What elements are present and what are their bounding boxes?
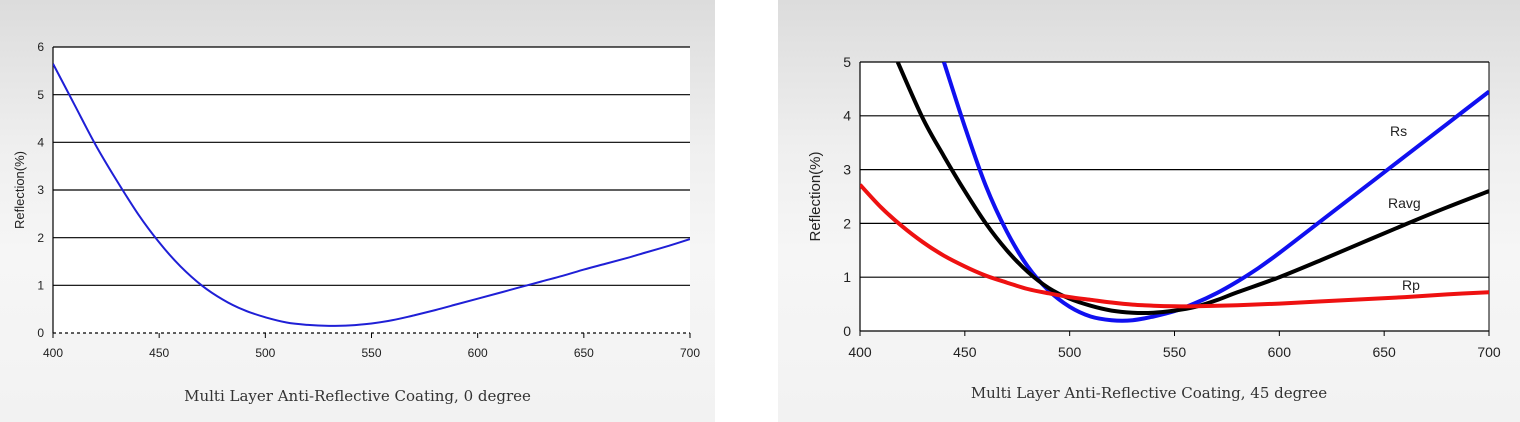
x-tick-label: 500 bbox=[1058, 344, 1082, 360]
y-tick-label: 2 bbox=[843, 215, 851, 231]
series-label-rp: Rp bbox=[1402, 277, 1420, 293]
chart-caption-45-degree: Multi Layer Anti-Reflective Coating, 45 … bbox=[970, 384, 1328, 402]
y-axis-label: Reflection(%) bbox=[807, 151, 824, 241]
series-line-r bbox=[53, 63, 690, 327]
x-tick-label: 600 bbox=[468, 346, 488, 360]
chart-panel-45-degree: 0 1 2 3 4 5 400 450 500 550 600 650 700 Reflection(%)… bbox=[778, 0, 1520, 422]
x-tick-label: 700 bbox=[1477, 344, 1501, 360]
y-tick-label: 3 bbox=[37, 183, 44, 197]
reflection-chart-0-degree: 0 1 2 3 4 5 6 400 450 500 550 600 650 700 Reflection(%… bbox=[12, 40, 700, 360]
y-tick-label: 4 bbox=[37, 136, 44, 150]
x-tick-label: 450 bbox=[953, 344, 977, 360]
reflection-chart-45-degree: 0 1 2 3 4 5 400 450 500 550 600 650 700 Reflection(%)… bbox=[807, 54, 1501, 360]
y-tick-label: 1 bbox=[843, 269, 851, 285]
x-tick-label: 400 bbox=[848, 344, 872, 360]
chart-panel-0-degree: 0 1 2 3 4 5 6 400 450 500 550 600 650 700 Reflection(%… bbox=[0, 0, 715, 422]
plot-area bbox=[860, 62, 1489, 331]
x-tick-label: 400 bbox=[43, 346, 63, 360]
series-label-rs: Rs bbox=[1390, 123, 1407, 139]
series-line-ravg bbox=[895, 62, 1489, 315]
chart-caption-0-degree: Multi Layer Anti-Reflective Coating, 0 d… bbox=[184, 387, 531, 405]
y-tick-label: 0 bbox=[843, 323, 851, 339]
x-tick-label: 500 bbox=[255, 346, 275, 360]
x-tick-label: 550 bbox=[1163, 344, 1187, 360]
x-tick-label: 600 bbox=[1268, 344, 1292, 360]
series-label-ravg: Ravg bbox=[1388, 195, 1421, 211]
x-tick-label: 650 bbox=[1372, 344, 1396, 360]
y-axis-label: Reflection(%) bbox=[12, 151, 27, 229]
series-line-rp bbox=[860, 183, 1489, 309]
x-tick-label: 700 bbox=[680, 346, 700, 360]
series-line-rs bbox=[941, 62, 1489, 323]
y-tick-label: 5 bbox=[843, 54, 851, 70]
y-tick-label: 2 bbox=[37, 231, 44, 245]
y-tick-label: 6 bbox=[37, 40, 44, 54]
y-tick-label: 1 bbox=[37, 279, 44, 293]
y-tick-label: 3 bbox=[843, 162, 851, 178]
x-tick-label: 550 bbox=[361, 346, 381, 360]
y-tick-label: 5 bbox=[37, 88, 44, 102]
x-tick-label: 450 bbox=[149, 346, 169, 360]
y-tick-label: 4 bbox=[843, 108, 851, 124]
x-tick-label: 650 bbox=[574, 346, 594, 360]
y-tick-label: 0 bbox=[37, 326, 44, 340]
